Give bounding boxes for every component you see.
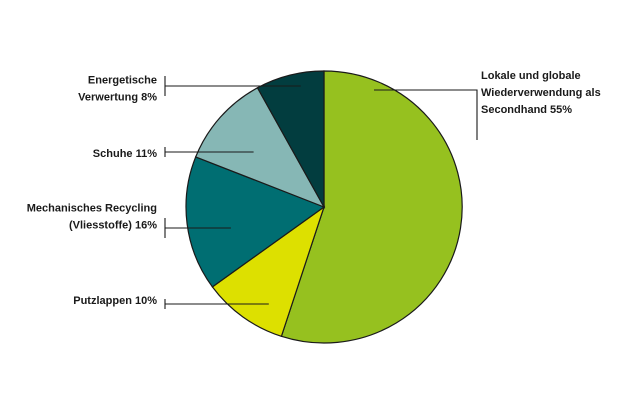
- label-line: Putzlappen 10%: [73, 295, 157, 307]
- slice-schuhe: [194, 86, 326, 209]
- pie-slices: [185, 70, 463, 344]
- leader-line-putzlappen: [164, 299, 269, 309]
- leader-line-schuhe: [164, 147, 254, 157]
- label-line: Wiederverwendung als: [481, 87, 601, 99]
- label-line: Energetische: [88, 75, 157, 87]
- label-mechanisches-recycling: Mechanisches Recycling (Vliesstoffe) 16%: [27, 203, 157, 232]
- slice-secondhand: [280, 70, 463, 344]
- slice-mechanisches-recycling: [185, 156, 326, 288]
- leader-line-mechanisches-recycling: [164, 218, 231, 238]
- slice-energetische-verwertung: [256, 70, 325, 210]
- label-putzlappen: Putzlappen 10%: [73, 295, 157, 307]
- label-line: Secondhand 55%: [481, 104, 572, 116]
- label-energetische-verwertung: Energetische Verwertung 8%: [78, 75, 157, 104]
- label-line: (Vliesstoffe) 16%: [69, 220, 157, 232]
- leader-line-secondhand: [374, 89, 478, 140]
- label-line: Schuhe 11%: [93, 148, 157, 160]
- slice-labels: Lokale und globale Wiederverwendung als Se…: [27, 70, 601, 307]
- label-line: Lokale und globale: [481, 70, 581, 82]
- label-schuhe: Schuhe 11%: [93, 148, 157, 160]
- label-secondhand: Lokale und globale Wiederverwendung als Se…: [481, 70, 601, 116]
- label-line: Verwertung 8%: [78, 92, 157, 104]
- leader-lines: [164, 76, 478, 309]
- leader-line-energetische-verwertung: [164, 76, 301, 96]
- label-line: Mechanisches Recycling: [27, 203, 157, 215]
